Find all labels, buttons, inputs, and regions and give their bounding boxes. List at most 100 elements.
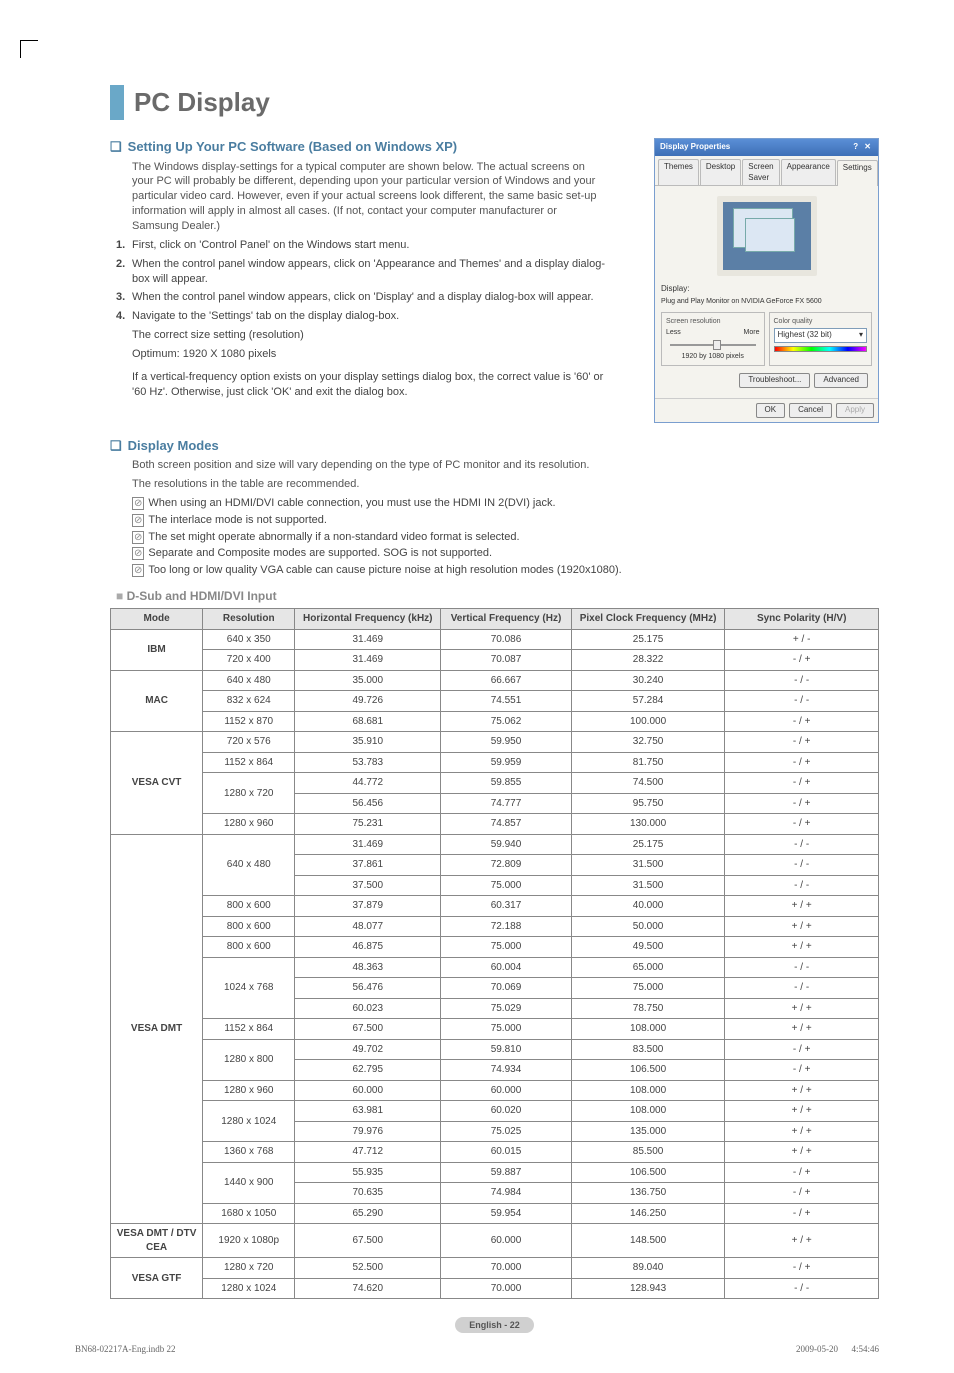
data-cell: 72.188: [441, 916, 572, 937]
tab-desktop[interactable]: Desktop: [700, 159, 741, 186]
display-value: Plug and Play Monitor on NVIDIA GeForce …: [661, 297, 872, 306]
data-cell: 60.020: [441, 1101, 572, 1122]
data-cell: 59.940: [441, 834, 572, 855]
data-cell: 146.250: [571, 1203, 725, 1224]
data-cell: 106.500: [571, 1162, 725, 1183]
data-cell: - / +: [725, 1039, 879, 1060]
data-cell: 37.861: [295, 855, 441, 876]
data-cell: 49.726: [295, 691, 441, 712]
step-2-text: When the control panel window appears, c…: [132, 257, 616, 287]
data-cell: 74.500: [571, 773, 725, 794]
color-quality-select[interactable]: Highest (32 bit)▾: [774, 328, 868, 343]
data-cell: 136.750: [571, 1183, 725, 1204]
step-1: 1.First, click on 'Control Panel' on the…: [116, 238, 616, 253]
apply-button[interactable]: Apply: [836, 403, 874, 418]
table-row: 800 x 60046.87575.00049.500+ / +: [111, 937, 879, 958]
table-row: 1152 x 87068.68175.062100.000- / +: [111, 711, 879, 732]
cancel-button[interactable]: Cancel: [789, 403, 832, 418]
data-cell: 40.000: [571, 896, 725, 917]
table-header: Vertical Frequency (Hz): [441, 609, 572, 630]
table-row: VESA DMT640 x 48031.46959.94025.175- / -: [111, 834, 879, 855]
resolution-cell: 720 x 576: [203, 732, 295, 753]
advanced-button[interactable]: Advanced: [814, 373, 868, 388]
page-footer: English - 22: [110, 1317, 879, 1333]
data-cell: - / +: [725, 711, 879, 732]
data-cell: 60.023: [295, 998, 441, 1019]
note-3: The set might operate abnormally if a no…: [132, 530, 879, 545]
tab-appearance[interactable]: Appearance: [781, 159, 836, 186]
table-header: Sync Polarity (H/V): [725, 609, 879, 630]
modes-intro2: The resolutions in the table are recomme…: [132, 477, 879, 492]
data-cell: 46.875: [295, 937, 441, 958]
data-cell: 31.469: [295, 629, 441, 650]
data-cell: 52.500: [295, 1258, 441, 1279]
mode-cell: MAC: [111, 670, 203, 732]
resolution-cell: 800 x 600: [203, 896, 295, 917]
resolution-cell: 1280 x 1024: [203, 1278, 295, 1299]
display-properties-dialog: Display Properties ? ✕ Themes Desktop Sc…: [654, 138, 879, 423]
step-3: 3.When the control panel window appears,…: [116, 290, 616, 305]
table-row: 800 x 60048.07772.18850.000+ / +: [111, 916, 879, 937]
data-cell: - / +: [725, 1060, 879, 1081]
data-cell: 74.857: [441, 814, 572, 835]
data-cell: 75.025: [441, 1121, 572, 1142]
data-cell: 25.175: [571, 629, 725, 650]
resolution-cell: 640 x 480: [203, 670, 295, 691]
resolution-cell: 1280 x 960: [203, 1080, 295, 1101]
data-cell: 66.667: [441, 670, 572, 691]
mode-cell: VESA DMT: [111, 834, 203, 1224]
data-cell: 35.000: [295, 670, 441, 691]
troubleshoot-button[interactable]: Troubleshoot...: [739, 373, 810, 388]
data-cell: - / +: [725, 1203, 879, 1224]
tab-screensaver[interactable]: Screen Saver: [742, 159, 779, 186]
data-cell: 79.976: [295, 1121, 441, 1142]
table-row: 1152 x 86467.50075.000108.000+ / +: [111, 1019, 879, 1040]
tab-settings[interactable]: Settings: [837, 160, 878, 187]
resolution-cell: 640 x 480: [203, 834, 295, 896]
data-cell: 63.981: [295, 1101, 441, 1122]
data-cell: 62.795: [295, 1060, 441, 1081]
tab-themes[interactable]: Themes: [658, 159, 699, 186]
resolution-cell: 1024 x 768: [203, 957, 295, 1019]
data-cell: 48.077: [295, 916, 441, 937]
note-4: Separate and Composite modes are support…: [132, 546, 879, 561]
data-cell: 68.681: [295, 711, 441, 732]
modes-intro1: Both screen position and size will vary …: [132, 458, 879, 473]
data-cell: 81.750: [571, 752, 725, 773]
data-cell: 70.069: [441, 978, 572, 999]
display-modes-table: ModeResolutionHorizontal Frequency (kHz)…: [110, 608, 879, 1299]
dialog-titlebar: Display Properties ? ✕: [655, 139, 878, 156]
table-row: 1440 x 90055.93559.887106.500- / +: [111, 1162, 879, 1183]
resolution-cell: 1152 x 870: [203, 711, 295, 732]
data-cell: 130.000: [571, 814, 725, 835]
dialog-window-controls[interactable]: ? ✕: [853, 142, 873, 153]
resolution-cell: 1152 x 864: [203, 752, 295, 773]
data-cell: 60.015: [441, 1142, 572, 1163]
data-cell: 37.500: [295, 875, 441, 896]
data-cell: + / +: [725, 1080, 879, 1101]
data-cell: 60.004: [441, 957, 572, 978]
crop-mark: [20, 40, 38, 58]
resolution-value: 1920 by 1080 pixels: [666, 352, 760, 361]
chevron-down-icon: ▾: [859, 330, 863, 341]
data-cell: 56.476: [295, 978, 441, 999]
data-cell: 59.855: [441, 773, 572, 794]
data-cell: 70.000: [441, 1258, 572, 1279]
resolution-slider[interactable]: [670, 344, 756, 346]
resolution-cell: 640 x 350: [203, 629, 295, 650]
data-cell: 37.879: [295, 896, 441, 917]
note-1: When using an HDMI/DVI cable connection,…: [132, 496, 879, 511]
data-cell: 48.363: [295, 957, 441, 978]
step-4-text: Navigate to the 'Settings' tab on the di…: [132, 309, 616, 324]
data-cell: 75.231: [295, 814, 441, 835]
data-cell: 75.000: [441, 1019, 572, 1040]
table-header: Pixel Clock Frequency (MHz): [571, 609, 725, 630]
data-cell: + / +: [725, 1224, 879, 1258]
data-cell: + / +: [725, 896, 879, 917]
data-cell: 108.000: [571, 1101, 725, 1122]
ok-button[interactable]: OK: [756, 403, 786, 418]
data-cell: 106.500: [571, 1060, 725, 1081]
data-cell: 55.935: [295, 1162, 441, 1183]
data-cell: 31.500: [571, 875, 725, 896]
note-5: Too long or low quality VGA cable can ca…: [132, 563, 879, 578]
